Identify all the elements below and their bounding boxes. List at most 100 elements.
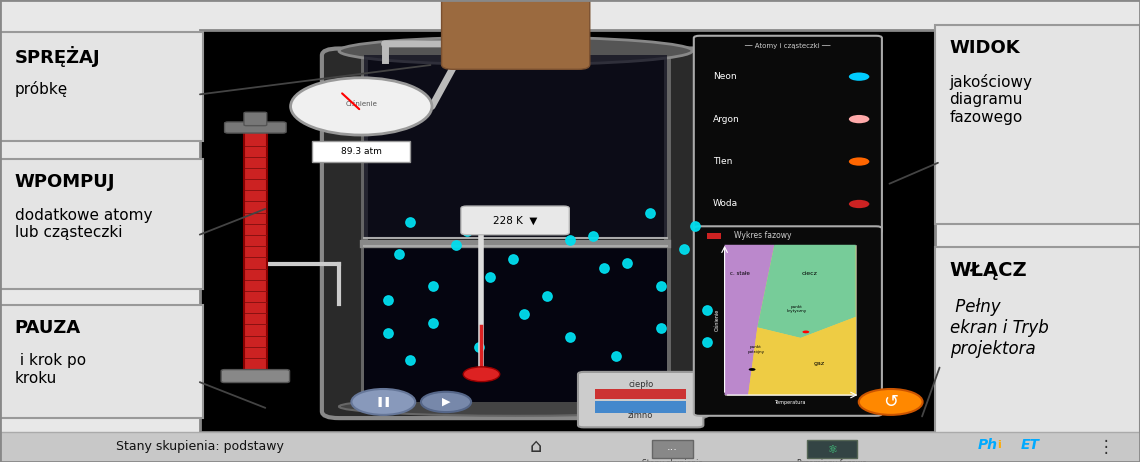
Text: ···: ··· [667,445,678,456]
Circle shape [749,368,756,371]
Text: ▶: ▶ [442,397,450,407]
FancyBboxPatch shape [364,60,667,407]
Text: WPOMPUJ: WPOMPUJ [15,173,115,191]
FancyBboxPatch shape [0,32,203,141]
Point [481,274,499,281]
Text: Argon: Argon [714,115,740,124]
Circle shape [849,115,870,123]
Polygon shape [725,245,774,395]
Text: i: i [998,440,1001,450]
FancyBboxPatch shape [244,131,267,372]
Point [538,292,556,299]
Text: dodatkowe atomy
lub cząsteczki: dodatkowe atomy lub cząsteczki [15,208,153,240]
Text: próbkę: próbkę [15,81,68,97]
FancyBboxPatch shape [225,122,286,133]
Point [470,343,488,350]
Text: Woda: Woda [714,200,739,208]
FancyBboxPatch shape [578,372,703,427]
Text: Przemiany fazowe: Przemiany fazowe [797,459,868,462]
Text: ⌂: ⌂ [530,438,542,456]
Ellipse shape [339,37,692,65]
Point [641,209,659,216]
FancyBboxPatch shape [694,36,882,233]
Text: ❚❚: ❚❚ [375,397,391,407]
Text: WIDOK: WIDOK [950,39,1020,57]
FancyBboxPatch shape [708,233,722,239]
Point [447,241,465,249]
FancyBboxPatch shape [652,440,693,458]
Point [515,310,534,318]
Text: Pełny
ekran i Tryb
projektora: Pełny ekran i Tryb projektora [950,298,1049,358]
Text: PAUZA: PAUZA [15,319,81,337]
Point [401,218,420,225]
FancyBboxPatch shape [725,245,856,395]
Point [618,260,636,267]
FancyBboxPatch shape [364,55,667,237]
Circle shape [351,389,415,415]
Text: i krok po
kroku: i krok po kroku [15,353,85,386]
Point [606,352,625,359]
FancyBboxPatch shape [441,0,589,69]
Polygon shape [757,245,856,338]
Circle shape [421,392,471,412]
FancyBboxPatch shape [0,159,203,289]
Point [652,324,670,332]
Text: Temperatura: Temperatura [774,400,806,405]
Text: Tlen: Tlen [714,157,733,166]
FancyBboxPatch shape [595,389,686,399]
Point [504,255,522,262]
FancyBboxPatch shape [221,370,290,383]
Point [561,237,579,244]
FancyBboxPatch shape [200,30,935,432]
Point [378,329,397,336]
Text: Stany skupienia: podstawy: Stany skupienia: podstawy [115,440,284,454]
Point [675,246,693,253]
Text: Ph: Ph [977,438,998,452]
Text: ↺: ↺ [884,393,898,411]
FancyBboxPatch shape [935,247,1140,437]
FancyBboxPatch shape [694,226,882,416]
FancyBboxPatch shape [0,432,1140,462]
Circle shape [463,367,499,382]
Text: ⋮: ⋮ [1098,438,1114,456]
Point [595,264,613,272]
Point [424,283,442,290]
Text: Ciśnienie: Ciśnienie [345,101,377,107]
Circle shape [849,158,870,166]
Text: SPRĘŻAJ: SPRĘŻAJ [15,46,100,67]
FancyBboxPatch shape [0,305,203,418]
Text: ciepło: ciepło [628,380,653,389]
Circle shape [849,73,870,81]
Polygon shape [748,317,856,395]
FancyBboxPatch shape [364,246,667,402]
Text: punkt
krytyczny: punkt krytyczny [787,305,807,313]
FancyBboxPatch shape [321,49,709,418]
Circle shape [849,200,870,208]
FancyBboxPatch shape [595,401,686,413]
FancyBboxPatch shape [807,440,857,458]
Point [378,297,397,304]
FancyBboxPatch shape [935,25,1140,224]
Circle shape [858,389,922,415]
Text: c. stałe: c. stałe [731,271,750,276]
Text: WŁĄCZ: WŁĄCZ [950,261,1027,280]
Point [390,250,408,258]
Point [401,357,420,364]
Point [652,283,670,290]
Text: ── Atomy i cząsteczki ──: ── Atomy i cząsteczki ── [744,43,831,49]
Point [561,334,579,341]
Text: ET: ET [1020,438,1040,452]
Circle shape [291,78,432,135]
Text: gaz: gaz [814,361,824,366]
Text: Ciśnienie: Ciśnienie [715,309,720,331]
Text: 89.3 atm: 89.3 atm [341,147,382,156]
Point [424,320,442,327]
FancyBboxPatch shape [312,140,410,162]
Point [458,227,477,235]
Point [698,306,716,313]
Point [527,213,545,221]
Text: punkt
potrójny: punkt potrójny [748,345,765,354]
Text: 228 K  ▼: 228 K ▼ [494,215,538,225]
Text: zimno: zimno [628,412,653,420]
Text: ciecz: ciecz [801,271,817,276]
